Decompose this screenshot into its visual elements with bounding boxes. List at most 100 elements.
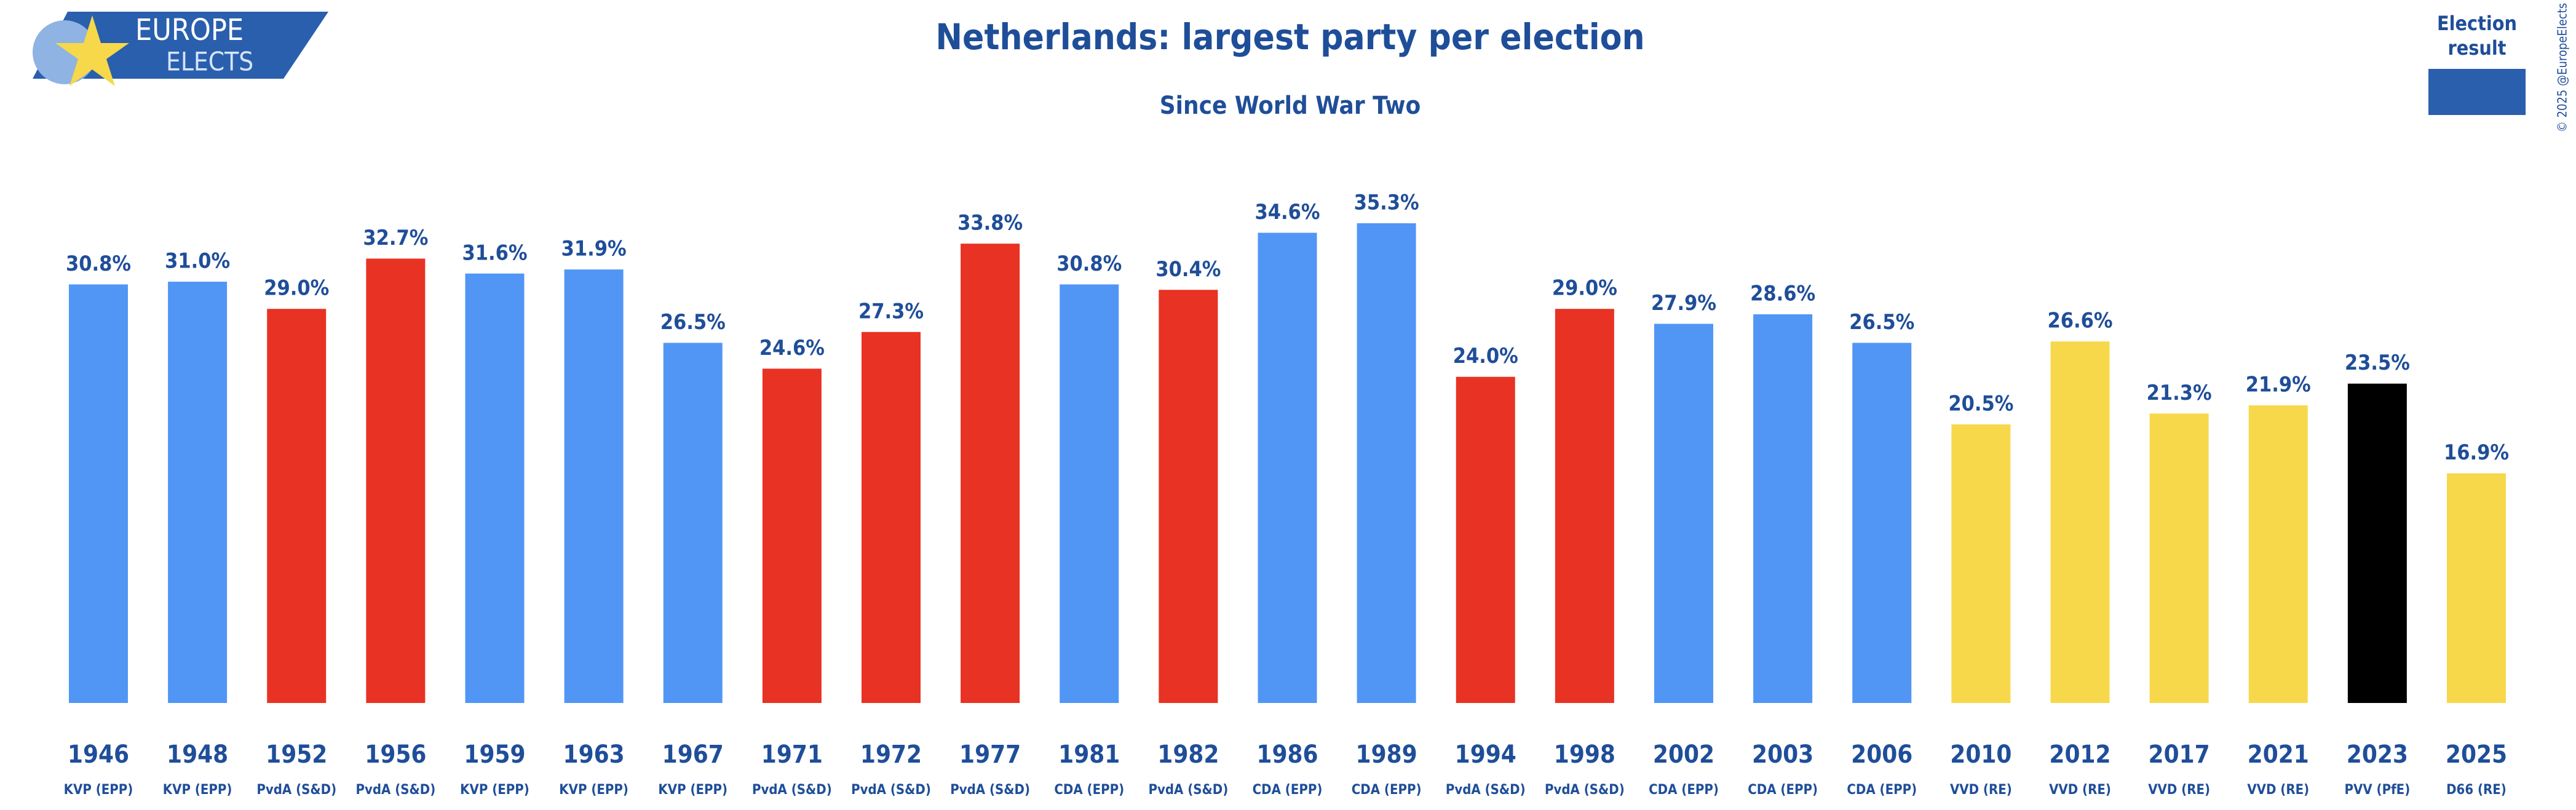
x-tick-label: 1977 — [959, 741, 1021, 769]
value-label: 31.9% — [561, 237, 627, 261]
bar — [1753, 314, 1813, 704]
party-label: CDA (EPP) — [1253, 782, 1323, 798]
bar — [69, 284, 128, 703]
chart-title: Netherlands: largest party per election — [935, 16, 1644, 58]
x-tick-label: 1959 — [464, 741, 525, 769]
bar — [961, 244, 1020, 703]
bar — [168, 282, 228, 703]
party-label: VVD (RE) — [1950, 782, 2012, 798]
x-tick-label: 1963 — [563, 741, 625, 769]
x-tick-label: 2006 — [1851, 741, 1912, 769]
legend-label: Election result — [2436, 12, 2518, 60]
bar — [1852, 343, 1912, 703]
x-tick-label: 1981 — [1058, 741, 1120, 769]
party-label: PvdA (S&D) — [851, 782, 931, 798]
x-tick-label: 2003 — [1752, 741, 1813, 769]
value-label: 24.0% — [1453, 344, 1518, 368]
bar — [1456, 376, 1515, 703]
logo-top: EUROPE — [135, 13, 244, 47]
x-tick-label: 1982 — [1157, 741, 1219, 769]
bar — [267, 309, 327, 703]
bar — [564, 269, 624, 704]
party-label: PvdA (S&D) — [256, 782, 336, 798]
party-label: CDA (EPP) — [1352, 782, 1422, 798]
x-tick-label: 2017 — [2149, 741, 2210, 769]
party-label: KVP (EPP) — [460, 782, 529, 798]
value-label: 29.0% — [1552, 276, 1617, 301]
x-tick-label: 1994 — [1455, 741, 1516, 769]
value-label: 24.6% — [759, 336, 825, 360]
value-label: 34.6% — [1254, 200, 1320, 224]
x-tick-label: 2023 — [2347, 741, 2408, 769]
value-label: 33.8% — [957, 211, 1023, 236]
x-tick-label: 2002 — [1653, 741, 1714, 769]
value-label: 26.5% — [1849, 310, 1914, 335]
x-tick-label: 2012 — [2049, 741, 2110, 769]
party-label: VVD (RE) — [2247, 782, 2309, 798]
party-label: KVP (EPP) — [559, 782, 628, 798]
value-label: 31.0% — [165, 249, 230, 274]
bar — [2447, 473, 2506, 703]
bar — [366, 258, 426, 703]
value-label: 30.8% — [1056, 252, 1122, 276]
value-label: 20.5% — [1948, 392, 2013, 416]
x-tick-label: 1989 — [1356, 741, 1417, 769]
party-label: PvdA (S&D) — [1446, 782, 1526, 798]
value-label: 28.6% — [1750, 282, 1815, 306]
logo-star — [55, 15, 129, 86]
party-label: CDA (EPP) — [1649, 782, 1719, 798]
bar — [1159, 290, 1218, 703]
party-label: KVP (EPP) — [64, 782, 133, 798]
bar — [1951, 424, 2011, 703]
party-label: PvdA (S&D) — [950, 782, 1030, 798]
bar — [1357, 223, 1416, 703]
party-label: PvdA (S&D) — [1545, 782, 1625, 798]
party-label: CDA (EPP) — [1748, 782, 1818, 798]
value-label: 27.9% — [1651, 291, 1716, 316]
value-label: 27.3% — [858, 299, 924, 324]
party-label: CDA (EPP) — [1054, 782, 1124, 798]
party-label: PvdA (S&D) — [355, 782, 435, 798]
bar — [862, 332, 921, 703]
value-label: 29.0% — [264, 276, 329, 301]
bar — [1555, 309, 1614, 703]
value-label: 23.5% — [2345, 351, 2410, 375]
x-tick-label: 2025 — [2446, 741, 2507, 769]
value-label: 30.4% — [1155, 257, 1221, 282]
bar — [1060, 284, 1119, 703]
x-tick-label: 1967 — [662, 741, 724, 769]
x-tick-label: 2021 — [2248, 741, 2309, 769]
bar — [663, 343, 723, 703]
party-label: VVD (RE) — [2049, 782, 2111, 798]
bar — [762, 368, 822, 703]
party-label: KVP (EPP) — [163, 782, 232, 798]
value-label: 31.6% — [462, 240, 527, 265]
x-tick-label: 1971 — [761, 741, 823, 769]
party-label: VVD (RE) — [2148, 782, 2210, 798]
bar — [465, 273, 525, 704]
party-label: CDA (EPP) — [1847, 782, 1917, 798]
party-label: KVP (EPP) — [658, 782, 727, 798]
x-tick-label: 1956 — [365, 741, 426, 769]
x-tick-label: 1972 — [860, 741, 922, 769]
logo-bottom: ELECTS — [166, 47, 253, 77]
bar — [2248, 405, 2308, 703]
bar — [2347, 383, 2407, 703]
copyright: © 2025 @EuropeElects — [2555, 3, 2570, 132]
legend-swatch — [2428, 69, 2526, 115]
chart-subtitle: Since World War Two — [1160, 92, 1421, 120]
value-label: 30.8% — [66, 252, 131, 276]
value-label: 21.3% — [2147, 381, 2212, 405]
x-tick-label: 1946 — [68, 741, 129, 769]
bar — [1258, 232, 1317, 703]
value-label: 35.3% — [1354, 191, 1419, 215]
value-label: 26.5% — [660, 310, 726, 335]
party-label: PvdA (S&D) — [752, 782, 832, 798]
bar — [1654, 324, 1713, 703]
party-label: PvdA (S&D) — [1148, 782, 1228, 798]
x-tick-label: 1986 — [1256, 741, 1318, 769]
x-tick-label: 1998 — [1554, 741, 1615, 769]
x-tick-label: 2010 — [1950, 741, 2011, 769]
